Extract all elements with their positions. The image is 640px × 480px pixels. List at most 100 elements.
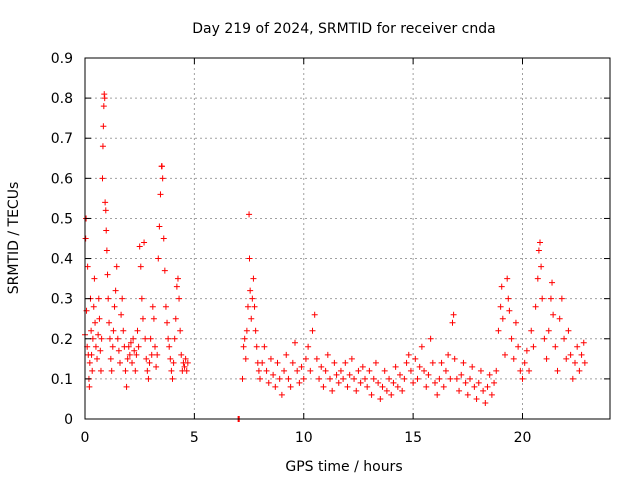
data-point bbox=[401, 375, 408, 382]
data-point bbox=[305, 343, 312, 350]
data-point bbox=[355, 367, 362, 374]
data-point bbox=[278, 391, 285, 398]
data-point bbox=[99, 175, 106, 182]
data-point bbox=[436, 375, 443, 382]
data-point bbox=[154, 351, 161, 358]
data-point bbox=[528, 327, 535, 334]
data-points bbox=[82, 91, 588, 422]
data-point bbox=[133, 351, 140, 358]
x-axis-ticks: 0 5 10 15 20 bbox=[81, 58, 531, 446]
data-point bbox=[311, 311, 318, 318]
data-point bbox=[346, 371, 353, 378]
data-point bbox=[344, 383, 351, 390]
data-point bbox=[96, 315, 103, 322]
data-point bbox=[357, 379, 364, 386]
data-point bbox=[246, 211, 253, 218]
data-point bbox=[92, 343, 99, 350]
data-point bbox=[539, 295, 546, 302]
data-point bbox=[265, 379, 272, 386]
data-point bbox=[97, 347, 104, 354]
data-point bbox=[90, 303, 97, 310]
data-point bbox=[425, 371, 432, 378]
data-point bbox=[270, 371, 277, 378]
y-tick-label: 0 bbox=[64, 412, 73, 428]
data-point bbox=[122, 367, 129, 374]
data-point bbox=[499, 315, 506, 322]
data-point bbox=[95, 295, 102, 302]
data-point bbox=[475, 379, 482, 386]
data-point bbox=[155, 255, 162, 262]
data-point bbox=[129, 359, 136, 366]
data-point bbox=[294, 367, 301, 374]
data-point bbox=[139, 315, 146, 322]
data-point bbox=[159, 163, 165, 170]
data-point bbox=[565, 327, 572, 334]
data-point bbox=[392, 363, 399, 370]
data-point bbox=[251, 303, 258, 310]
data-point bbox=[337, 367, 344, 374]
data-point bbox=[146, 359, 153, 366]
data-point bbox=[300, 375, 307, 382]
data-point bbox=[434, 391, 441, 398]
data-point bbox=[88, 327, 95, 334]
data-point bbox=[580, 339, 587, 346]
data-point bbox=[502, 351, 508, 358]
data-point bbox=[493, 367, 500, 374]
data-point bbox=[137, 263, 144, 270]
data-point bbox=[423, 383, 430, 390]
data-point bbox=[534, 275, 541, 282]
data-point bbox=[152, 343, 158, 350]
data-point bbox=[535, 247, 542, 254]
data-point bbox=[148, 351, 155, 358]
data-point bbox=[450, 311, 457, 318]
data-point bbox=[537, 239, 543, 246]
data-point bbox=[104, 271, 111, 278]
data-point bbox=[298, 363, 305, 370]
data-point bbox=[403, 359, 410, 366]
data-point bbox=[383, 387, 390, 394]
data-point bbox=[368, 391, 375, 398]
data-point bbox=[111, 303, 118, 310]
data-point bbox=[115, 347, 122, 354]
data-point bbox=[517, 367, 524, 374]
data-point bbox=[249, 295, 256, 302]
data-point bbox=[91, 275, 98, 282]
data-point bbox=[440, 383, 447, 390]
data-point bbox=[351, 375, 358, 382]
data-point bbox=[103, 227, 110, 234]
data-point bbox=[169, 375, 176, 382]
data-point bbox=[416, 363, 423, 370]
x-tick-label: 5 bbox=[190, 430, 199, 446]
data-point bbox=[272, 383, 279, 390]
data-point bbox=[150, 315, 157, 322]
data-point bbox=[530, 343, 537, 350]
data-point bbox=[549, 279, 556, 286]
data-point bbox=[488, 391, 495, 398]
data-point bbox=[141, 239, 148, 246]
data-point bbox=[506, 307, 513, 314]
data-point bbox=[394, 383, 401, 390]
data-point bbox=[307, 367, 314, 374]
data-point bbox=[456, 387, 463, 394]
data-point bbox=[397, 371, 403, 378]
data-point bbox=[161, 267, 168, 274]
data-point bbox=[239, 375, 246, 382]
data-point bbox=[541, 335, 548, 342]
y-axis-ticks: 0 0.1 0.2 0.3 0.4 0.5 0.6 0.7 0.8 0.9 bbox=[51, 51, 610, 428]
data-point bbox=[359, 363, 366, 370]
data-point bbox=[143, 355, 150, 362]
data-point bbox=[138, 295, 145, 302]
data-point bbox=[171, 335, 178, 342]
data-point bbox=[117, 359, 123, 366]
data-point bbox=[240, 343, 247, 350]
data-point bbox=[366, 367, 373, 374]
data-point bbox=[353, 387, 360, 394]
data-point bbox=[132, 367, 139, 374]
y-tick-label: 0.2 bbox=[51, 332, 73, 348]
data-point bbox=[124, 355, 131, 362]
data-point bbox=[512, 319, 519, 326]
data-point bbox=[252, 327, 259, 334]
data-point bbox=[149, 303, 156, 310]
data-point bbox=[471, 383, 478, 390]
data-point bbox=[100, 103, 107, 110]
